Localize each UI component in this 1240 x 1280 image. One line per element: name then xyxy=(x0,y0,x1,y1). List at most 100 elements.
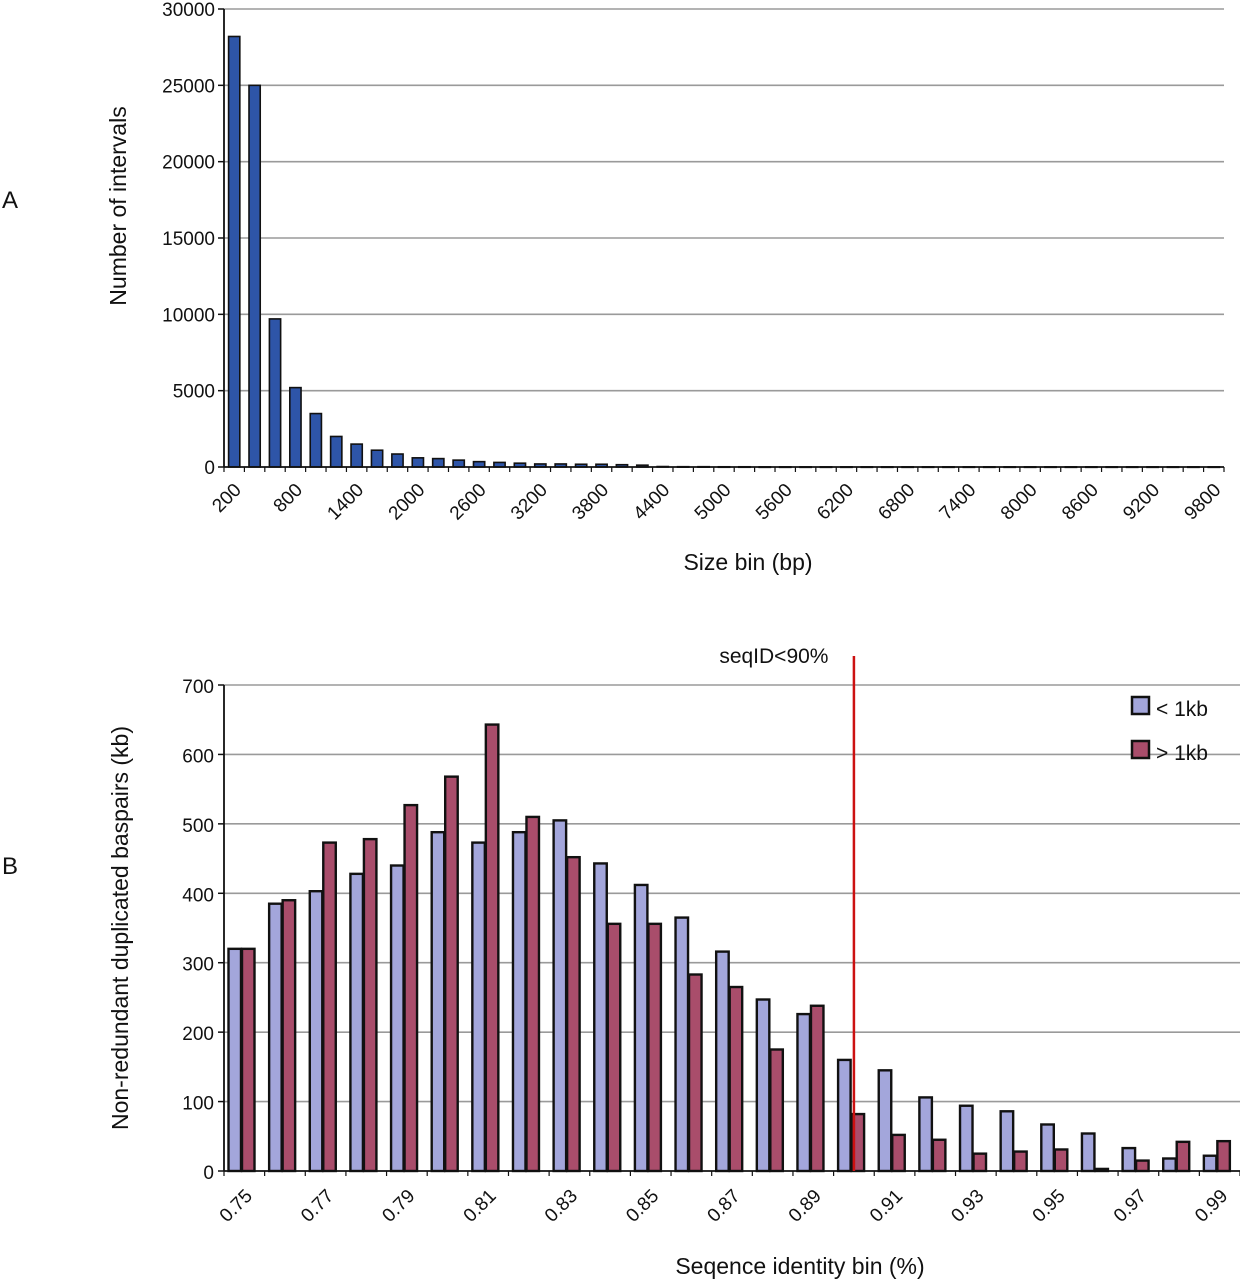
chart-b-bar-gt-1kb xyxy=(362,837,378,1173)
chart-b-x-tick-label: 0.75 xyxy=(216,1186,257,1227)
chart-b-bar-lt-1kb xyxy=(308,890,324,1173)
chart-b-bars xyxy=(227,723,1232,1173)
chart-b-bar-gt-1kb xyxy=(403,803,419,1173)
chart-b-bar-lt-1kb xyxy=(1202,1154,1218,1173)
chart-b-bar-gt-1kb xyxy=(891,1133,906,1173)
legend-swatch-lt-1kb xyxy=(1130,695,1151,716)
chart-b-bar-gt-1kb xyxy=(687,973,703,1173)
chart-b-bar-lt-1kb xyxy=(999,1110,1015,1173)
chart-b-y-tick-label: 700 xyxy=(182,677,214,698)
chart-a-x-tick-label: 7400 xyxy=(936,480,981,525)
chart-b-bar-gt-1kb xyxy=(1216,1139,1232,1173)
chart-a-x-tick-label: 3800 xyxy=(568,480,613,525)
chart-a-x-tick-labels: 200 800 1400 2000 2600 3200 3800 4400 5000 5600 62… xyxy=(208,480,1225,525)
chart-a-x-tick-label: 9200 xyxy=(1119,480,1164,525)
chart-a-y-tick-label: 20000 xyxy=(162,153,215,174)
chart-a-x-tick-label: 8600 xyxy=(1058,480,1103,525)
chart-b-bar-lt-1kb xyxy=(1162,1157,1177,1173)
chart-b-x-tick-label: 0.85 xyxy=(622,1186,663,1227)
legend-label-lt-1kb: < 1kb xyxy=(1156,698,1208,721)
chart-a-y-tick-label: 10000 xyxy=(162,305,215,326)
chart-a-x-tick-label: 5600 xyxy=(752,480,797,525)
chart-a-bar xyxy=(248,84,262,468)
chart-b-x-tick-label: 0.95 xyxy=(1029,1186,1070,1227)
chart-a-x-tick-label: 4400 xyxy=(630,480,675,525)
chart-a-y-tick-label: 15000 xyxy=(162,229,215,250)
chart-b-bar-gt-1kb xyxy=(484,723,500,1173)
chart-b-x-tick-label: 0.81 xyxy=(460,1186,501,1227)
chart-b-bar-lt-1kb xyxy=(511,830,527,1173)
chart-b-bar-gt-1kb xyxy=(606,922,622,1173)
chart-a-y-axis-title: Number of intervals xyxy=(105,106,131,305)
chart-b-bar-gt-1kb xyxy=(444,775,459,1173)
chart-a-bar xyxy=(309,412,323,468)
chart-a-x-tick-label: 2000 xyxy=(385,480,430,525)
chart-b-bar-gt-1kb xyxy=(647,922,663,1173)
chart-a-x-tick-label: 5000 xyxy=(691,480,736,525)
chart-b-x-tick-label: 0.79 xyxy=(378,1186,419,1227)
chart-a-size-bins: 0 5000 10000 15000 20000 25000 30000 200 800 140… xyxy=(105,0,1225,575)
chart-b-bar-lt-1kb xyxy=(389,864,405,1173)
chart-b-bar-gt-1kb xyxy=(525,815,541,1173)
legend-swatch-gt-1kb xyxy=(1130,739,1151,760)
chart-a-x-tick-label: 1400 xyxy=(323,480,368,525)
chart-b-bar-lt-1kb xyxy=(349,872,365,1173)
chart-b-bar-lt-1kb xyxy=(1121,1146,1137,1173)
chart-b-x-tick-label: 0.77 xyxy=(297,1186,338,1227)
chart-b-y-tick-label: 500 xyxy=(182,816,214,837)
chart-a-y-tick-labels: 0 5000 10000 15000 20000 25000 30000 xyxy=(162,0,215,479)
chart-a-gridlines xyxy=(224,8,1224,392)
chart-b-x-tick-label: 0.83 xyxy=(541,1186,582,1227)
chart-b-bar-gt-1kb xyxy=(769,1048,785,1173)
chart-a-x-tick-label: 9800 xyxy=(1181,480,1226,525)
chart-b-y-tick-label: 200 xyxy=(182,1024,214,1045)
chart-a-x-tick-label: 800 xyxy=(270,480,307,517)
chart-a-x-tick-label: 2600 xyxy=(446,480,491,525)
chart-a-x-tick-label: 6200 xyxy=(813,480,858,525)
chart-b-bar-lt-1kb xyxy=(918,1096,934,1173)
chart-b-bar-gt-1kb xyxy=(1012,1150,1028,1173)
chart-b-axes xyxy=(218,684,1240,1176)
chart-a-bar xyxy=(431,457,445,468)
chart-b-y-tick-label: 600 xyxy=(182,746,214,767)
chart-a-x-tick-label: 3200 xyxy=(507,480,552,525)
chart-b-bar-lt-1kb xyxy=(836,1058,852,1173)
chart-a-x-axis-title: Size bin (bp) xyxy=(683,549,812,575)
chart-b-bar-lt-1kb xyxy=(674,916,690,1173)
panel-label-a: A xyxy=(2,187,18,214)
chart-b-x-tick-labels: 0.75 0.77 0.79 0.81 0.83 0.85 0.87 0.89 0.91 0.93… xyxy=(216,1186,1232,1227)
chart-b-bar-lt-1kb xyxy=(1040,1123,1056,1173)
chart-b-y-tick-label: 100 xyxy=(182,1094,214,1115)
chart-b-x-tick-label: 0.91 xyxy=(866,1186,907,1227)
chart-b-bar-lt-1kb xyxy=(227,947,243,1173)
chart-a-axes xyxy=(218,8,1225,472)
chart-b-bar-gt-1kb xyxy=(565,855,581,1173)
chart-a-x-tick-label: 8000 xyxy=(997,480,1042,525)
chart-b-x-tick-label: 0.99 xyxy=(1191,1186,1232,1227)
chart-a-bar xyxy=(370,449,384,468)
chart-b-x-tick-label: 0.87 xyxy=(704,1186,745,1227)
chart-a-bar xyxy=(350,443,364,468)
chart-a-bar xyxy=(411,457,425,468)
chart-a-bar xyxy=(329,435,343,468)
chart-a-y-tick-label: 30000 xyxy=(162,0,215,21)
chart-b-y-axis-title: Non-redundant duplicated baspairs (kb) xyxy=(107,726,133,1130)
chart-b-bar-lt-1kb xyxy=(430,830,446,1173)
chart-b-bar-lt-1kb xyxy=(593,862,608,1173)
chart-a-bars xyxy=(227,35,1221,469)
chart-b-legend: < 1kb > 1kb xyxy=(1130,695,1208,765)
chart-b-bar-gt-1kb xyxy=(728,985,744,1173)
chart-b-bar-gt-1kb xyxy=(1053,1148,1069,1173)
chart-b-bar-gt-1kb xyxy=(240,947,256,1173)
chart-b-y-tick-label: 300 xyxy=(182,955,214,976)
chart-b-bar-lt-1kb xyxy=(958,1104,974,1173)
chart-a-bar xyxy=(289,386,302,468)
chart-b-y-tick-labels: 0 100 200 300 400 500 600 700 xyxy=(182,677,214,1184)
chart-b-bar-lt-1kb xyxy=(796,1012,812,1173)
chart-b-x-tick-label: 0.93 xyxy=(947,1186,988,1227)
chart-a-y-tick-label: 25000 xyxy=(162,76,215,97)
chart-b-bar-lt-1kb xyxy=(633,883,649,1173)
chart-a-x-tick-label: 200 xyxy=(208,480,245,517)
